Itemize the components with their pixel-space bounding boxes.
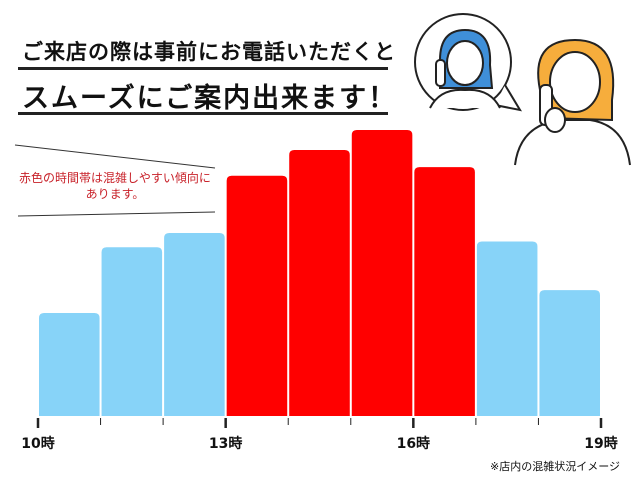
bar-16時: [414, 167, 475, 416]
x-tick-label: 10時: [21, 435, 54, 452]
busy-note: 赤色の時間帯は混雑しやすい傾向に あります。: [10, 170, 220, 202]
bar-17時: [476, 241, 538, 416]
bar-12時: [164, 232, 225, 416]
x-tick-label: 19時: [584, 435, 617, 452]
header-rule-1: [18, 67, 388, 70]
note-line-top: [14, 144, 216, 169]
bar-10時: [39, 313, 100, 416]
header-line-2: スムーズにご案内出来ます！: [22, 83, 398, 114]
header-rule-2: [18, 112, 388, 115]
caption: ※店内の混雑状況イメージ: [490, 460, 620, 473]
bar-11時: [101, 247, 163, 416]
bar-13時: [226, 175, 288, 416]
bar-14時: [289, 150, 350, 416]
note-line-1: 赤色の時間帯は混雑しやすい傾向に: [19, 171, 211, 185]
note-line-2: あります。: [85, 187, 145, 201]
bar-15時: [351, 130, 413, 416]
x-tick-label: 13時: [209, 435, 242, 452]
bar-18時: [539, 290, 600, 416]
two-women-on-phone-illustration: [414, 13, 631, 166]
note-line-bottom: [17, 211, 216, 217]
x-tick-label: 16時: [397, 435, 430, 452]
header-line-1: ご来店の際は事前にお電話いただくと: [22, 40, 396, 64]
